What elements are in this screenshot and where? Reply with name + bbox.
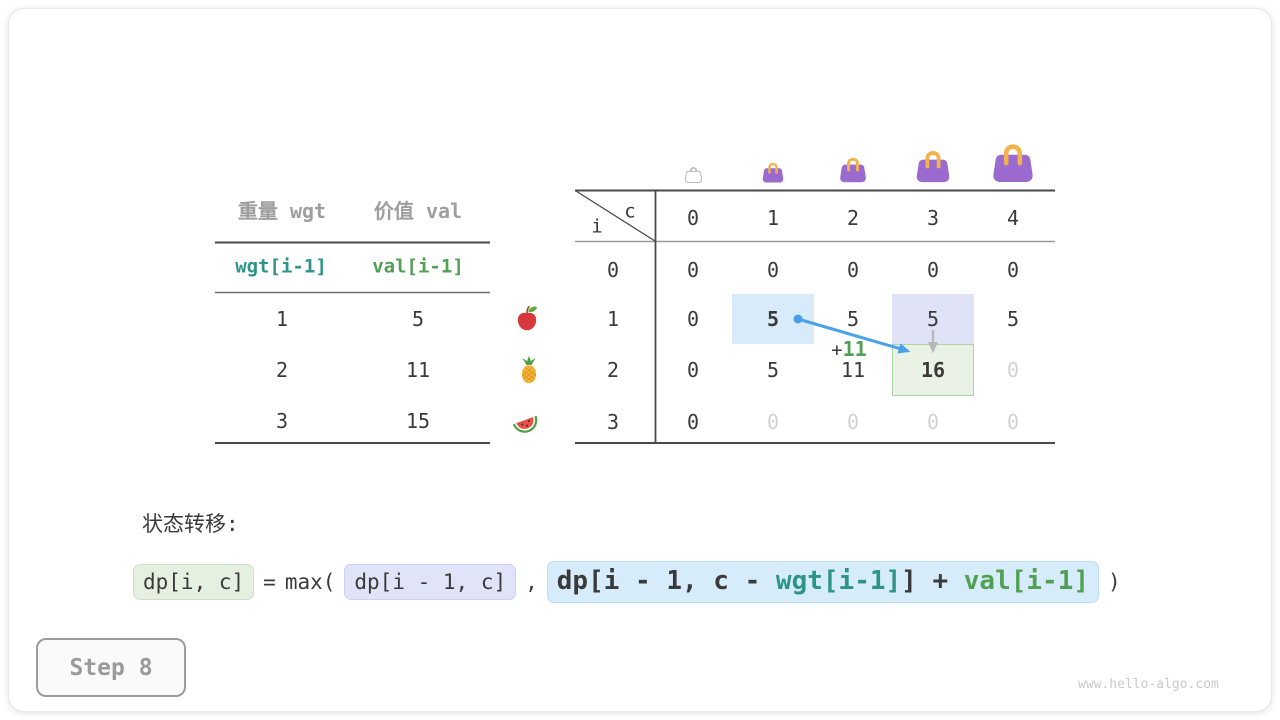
item-wgt-value: 1 [275,307,289,331]
bag-empty-icon [684,167,703,183]
dp-cell: 16 [920,358,946,382]
annotation-plus: + [831,339,843,361]
pineapple-icon [521,355,537,384]
formula-lhs-pill: dp[i, c] [133,563,255,601]
item-val-value: 15 [405,409,431,433]
dp-cell: 0 [846,410,860,434]
bag-capacity-3-icon [916,151,950,183]
formula-equals: = [263,570,276,594]
dp-col-header: 2 [846,206,860,230]
dp-cell: 0 [926,258,940,282]
formula-arg2-segment: ] + [901,566,964,597]
bag-capacity-2-icon [840,157,866,183]
dp-cell: 5 [766,307,780,331]
dp-cell: 0 [686,358,700,382]
dp-cell: 0 [686,307,700,331]
dp-cell: 0 [1006,410,1020,434]
transition-arrow-blue [793,314,911,354]
item-wgt-value: 3 [275,409,289,433]
transition-annotation: +11 [785,315,867,383]
dp-cell: 0 [766,410,780,434]
formula-close-paren: ) [1108,570,1121,594]
formula-arg2-pill: dp[i - 1, c - wgt[i-1]] + val[i-1] [546,561,1100,603]
dp-row-header: 2 [606,358,620,382]
item-val-value: 11 [405,358,431,382]
formula-arg2-segment: val[i-1] [963,566,1090,597]
dp-col-header: 3 [926,206,940,230]
step-badge: Step 8 [36,638,186,697]
corner-diagonal [575,190,656,242]
dp-cell: 0 [1006,358,1020,382]
transition-label: 状态转移: [142,512,239,536]
dp-cell: 5 [1006,307,1020,331]
dp-row-header: 3 [606,410,620,434]
dp-cell: 0 [686,410,700,434]
formula-arg2-segment: dp[i - 1, c - [556,566,776,597]
dp-cell: 0 [1006,258,1020,282]
dp-cell: 0 [846,258,860,282]
dp-col-header: 1 [766,206,780,230]
dp-col-header: 0 [686,206,700,230]
dp-cell: 11 [840,358,866,382]
annotation-value: 11 [842,337,867,361]
bag-capacity-4-icon [993,144,1033,182]
formula-arg1-pill: dp[i - 1, c] [344,563,517,601]
watermelon-icon [512,415,538,433]
item-val-value: 5 [411,307,425,331]
formula-arg2-segment: wgt[i-1] [775,566,902,597]
dp-row-header: 0 [606,258,620,282]
transition-formula: dp[i, c] = max( dp[i - 1, c] , dp[i - 1,… [133,560,1130,604]
dp-cell: 5 [766,358,780,382]
dp-cell: 0 [926,410,940,434]
dp-table-rules [575,189,1055,444]
item-wgt-value: 2 [275,358,289,382]
dp-row-header: 1 [606,307,620,331]
bag-capacity-1-icon [762,162,784,183]
formula-separator: , [525,570,538,594]
dp-cell: 5 [846,307,860,331]
apple-icon [517,305,538,331]
dp-col-header: 4 [1006,206,1020,230]
watermark: www.hello-algo.com [1078,677,1219,692]
item-table-rules [215,241,490,444]
dp-cell: 0 [766,258,780,282]
formula-max-open: max( [284,570,336,594]
dp-cell: 5 [926,307,940,331]
dp-cell: 0 [686,258,700,282]
